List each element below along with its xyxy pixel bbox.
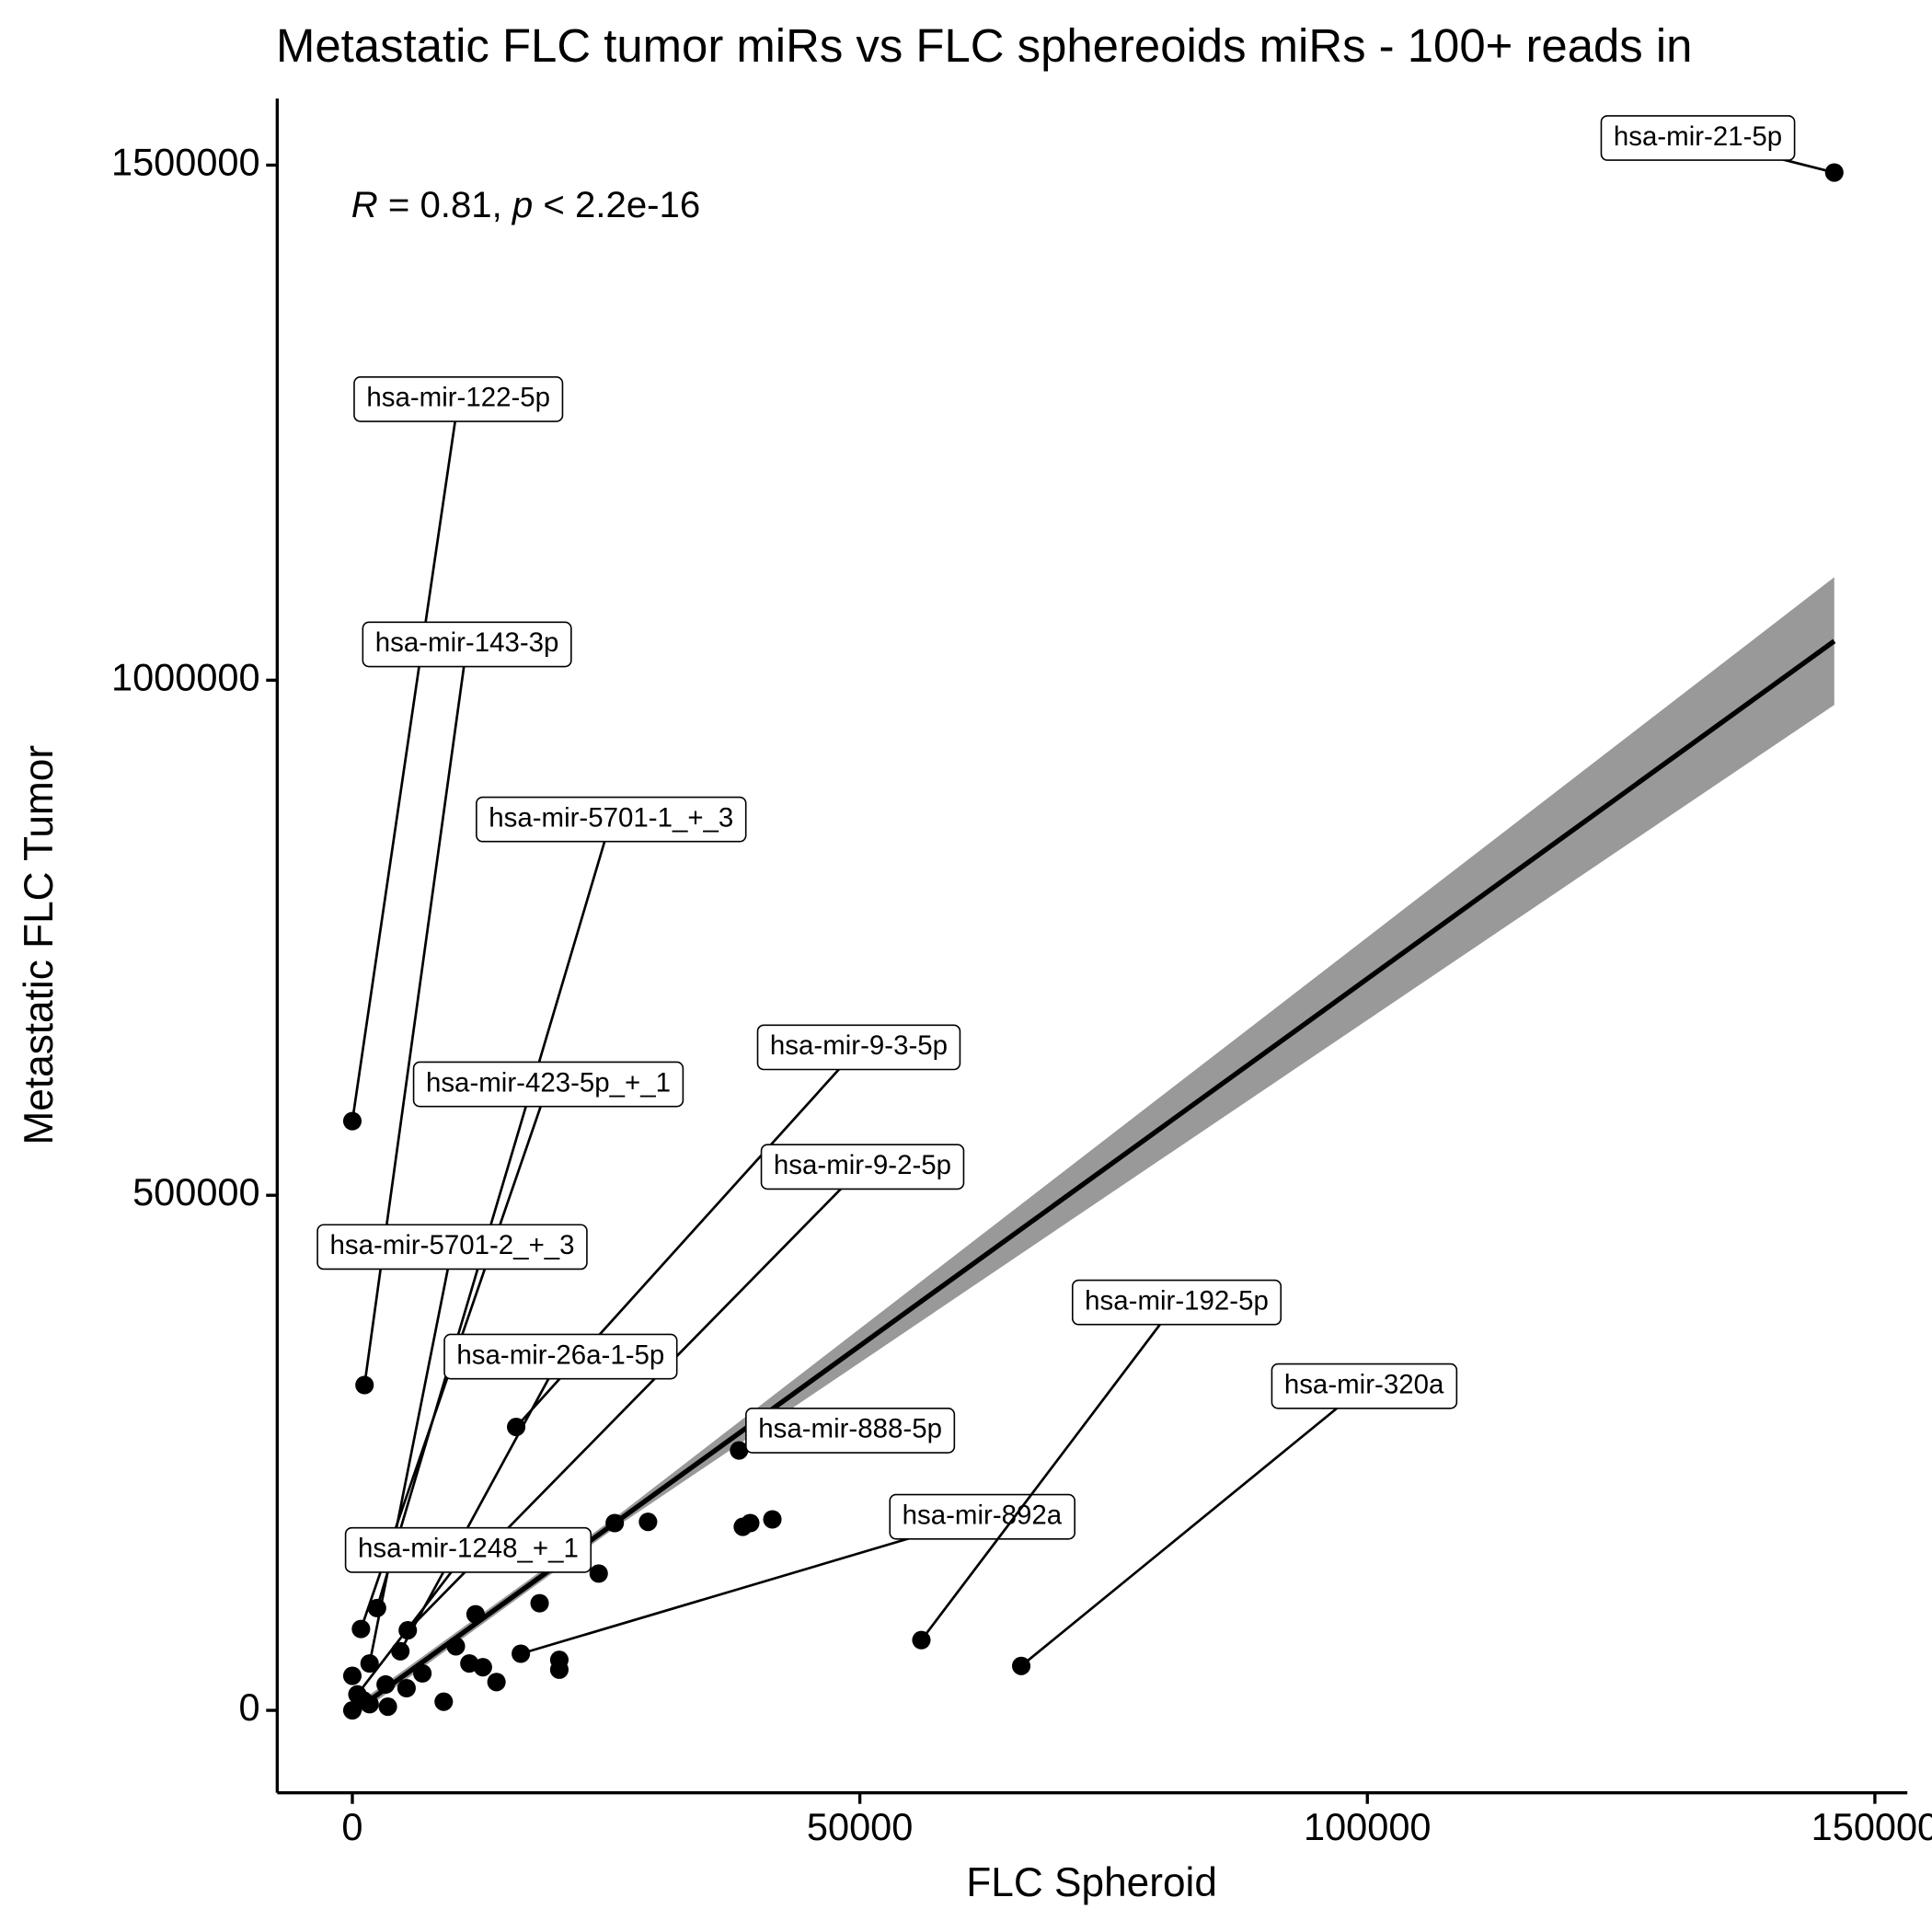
label-leader bbox=[356, 1549, 469, 1696]
point bbox=[638, 1512, 658, 1532]
annotation-part: < 2.2e-16 bbox=[533, 184, 700, 225]
point bbox=[589, 1564, 608, 1583]
point bbox=[446, 1637, 466, 1656]
point bbox=[473, 1658, 492, 1677]
label-leader bbox=[1020, 1385, 1365, 1667]
point bbox=[397, 1678, 416, 1698]
y-axis-title: Metastatic FLC Tumor bbox=[17, 745, 62, 1145]
label-box bbox=[476, 796, 747, 843]
x-tick-label: 50000 bbox=[807, 1805, 913, 1848]
x-tick-label: 150000 bbox=[1811, 1805, 1932, 1848]
label-text: hsa-mir-1248_+_1 bbox=[358, 1534, 579, 1564]
annotation: R = 0.81, p < 2.2e-16 bbox=[351, 184, 701, 225]
label-text: hsa-mir-320a bbox=[1284, 1369, 1444, 1399]
point-label: hsa-mir-26a-1-5p bbox=[443, 1333, 678, 1380]
point-label: hsa-mir-9-3-5p bbox=[756, 1024, 961, 1071]
label-text: hsa-mir-423-5p_+_1 bbox=[426, 1067, 671, 1098]
label-text: hsa-mir-9-3-5p bbox=[770, 1030, 948, 1061]
point bbox=[466, 1604, 485, 1624]
point bbox=[376, 1674, 396, 1695]
annotation-part: p bbox=[512, 184, 533, 225]
label-text: hsa-mir-5701-1_+_3 bbox=[489, 802, 733, 833]
point-label: hsa-mir-9-2-5p bbox=[760, 1144, 965, 1190]
point bbox=[378, 1697, 397, 1717]
point bbox=[1824, 163, 1844, 182]
label-box bbox=[443, 1333, 678, 1380]
point-label: hsa-mir-1248_+_1 bbox=[344, 1526, 592, 1573]
label-leader bbox=[368, 1247, 454, 1664]
label-box bbox=[756, 1024, 961, 1071]
point bbox=[530, 1593, 549, 1613]
label-text: hsa-mir-5701-2_+_3 bbox=[329, 1230, 574, 1260]
label-box bbox=[745, 1408, 956, 1454]
label-box bbox=[1071, 1279, 1282, 1326]
label-text: hsa-mir-9-2-5p bbox=[774, 1150, 951, 1180]
label-leader bbox=[920, 1301, 1179, 1641]
y-tick-label: 1500000 bbox=[111, 140, 260, 183]
point-label: hsa-mir-192-5p bbox=[1071, 1279, 1282, 1326]
point-label: hsa-mir-320a bbox=[1271, 1363, 1458, 1409]
point-label: hsa-mir-5701-1_+_3 bbox=[476, 796, 747, 843]
point bbox=[342, 1666, 362, 1685]
point-label: hsa-mir-892a bbox=[889, 1493, 1075, 1540]
y-tick-label: 500000 bbox=[132, 1170, 259, 1213]
label-text: hsa-mir-122-5p bbox=[366, 383, 550, 413]
point bbox=[605, 1513, 625, 1533]
point-label: hsa-mir-143-3p bbox=[362, 621, 572, 668]
point-label: hsa-mir-423-5p_+_1 bbox=[412, 1061, 684, 1108]
annotation-part: = 0.81, bbox=[378, 184, 512, 225]
label-box bbox=[1271, 1363, 1458, 1409]
point bbox=[413, 1663, 432, 1683]
point bbox=[741, 1513, 760, 1533]
label-box bbox=[362, 621, 572, 668]
y-tick-label: 0 bbox=[238, 1685, 259, 1729]
label-leader bbox=[375, 819, 613, 1609]
label-box bbox=[344, 1526, 592, 1573]
point bbox=[763, 1510, 782, 1529]
label-box bbox=[760, 1144, 965, 1190]
label-text: hsa-mir-192-5p bbox=[1085, 1285, 1269, 1316]
label-box bbox=[1600, 115, 1796, 161]
point bbox=[549, 1660, 569, 1679]
point-label: hsa-mir-122-5p bbox=[353, 376, 564, 422]
label-text: hsa-mir-21-5p bbox=[1614, 121, 1782, 152]
point bbox=[487, 1673, 506, 1692]
x-tick-label: 0 bbox=[341, 1805, 362, 1848]
chart-title: Metastatic FLC tumor miRs vs FLC sphereo… bbox=[276, 19, 1692, 72]
point-label: hsa-mir-21-5p bbox=[1600, 115, 1796, 161]
point bbox=[730, 1441, 749, 1460]
label-box bbox=[412, 1061, 684, 1108]
point bbox=[354, 1691, 374, 1710]
annotation-part: R bbox=[351, 184, 378, 225]
fit-line bbox=[351, 638, 1836, 1715]
point-label: hsa-mir-888-5p bbox=[745, 1408, 956, 1454]
label-leader bbox=[362, 644, 468, 1386]
point bbox=[434, 1692, 454, 1711]
label-text: hsa-mir-892a bbox=[903, 1500, 1063, 1530]
label-text: hsa-mir-26a-1-5p bbox=[456, 1340, 664, 1370]
label-text: hsa-mir-143-3p bbox=[375, 627, 559, 658]
label-leader bbox=[351, 398, 460, 1121]
x-tick-label: 100000 bbox=[1304, 1805, 1431, 1848]
label-box bbox=[889, 1493, 1075, 1540]
point-label: hsa-mir-5701-2_+_3 bbox=[316, 1224, 588, 1271]
y-tick-label: 1000000 bbox=[111, 655, 260, 698]
label-box bbox=[316, 1224, 588, 1271]
x-axis-title: FLC Spheroid bbox=[966, 1860, 1217, 1905]
label-box bbox=[353, 376, 564, 422]
label-text: hsa-mir-888-5p bbox=[758, 1414, 942, 1444]
